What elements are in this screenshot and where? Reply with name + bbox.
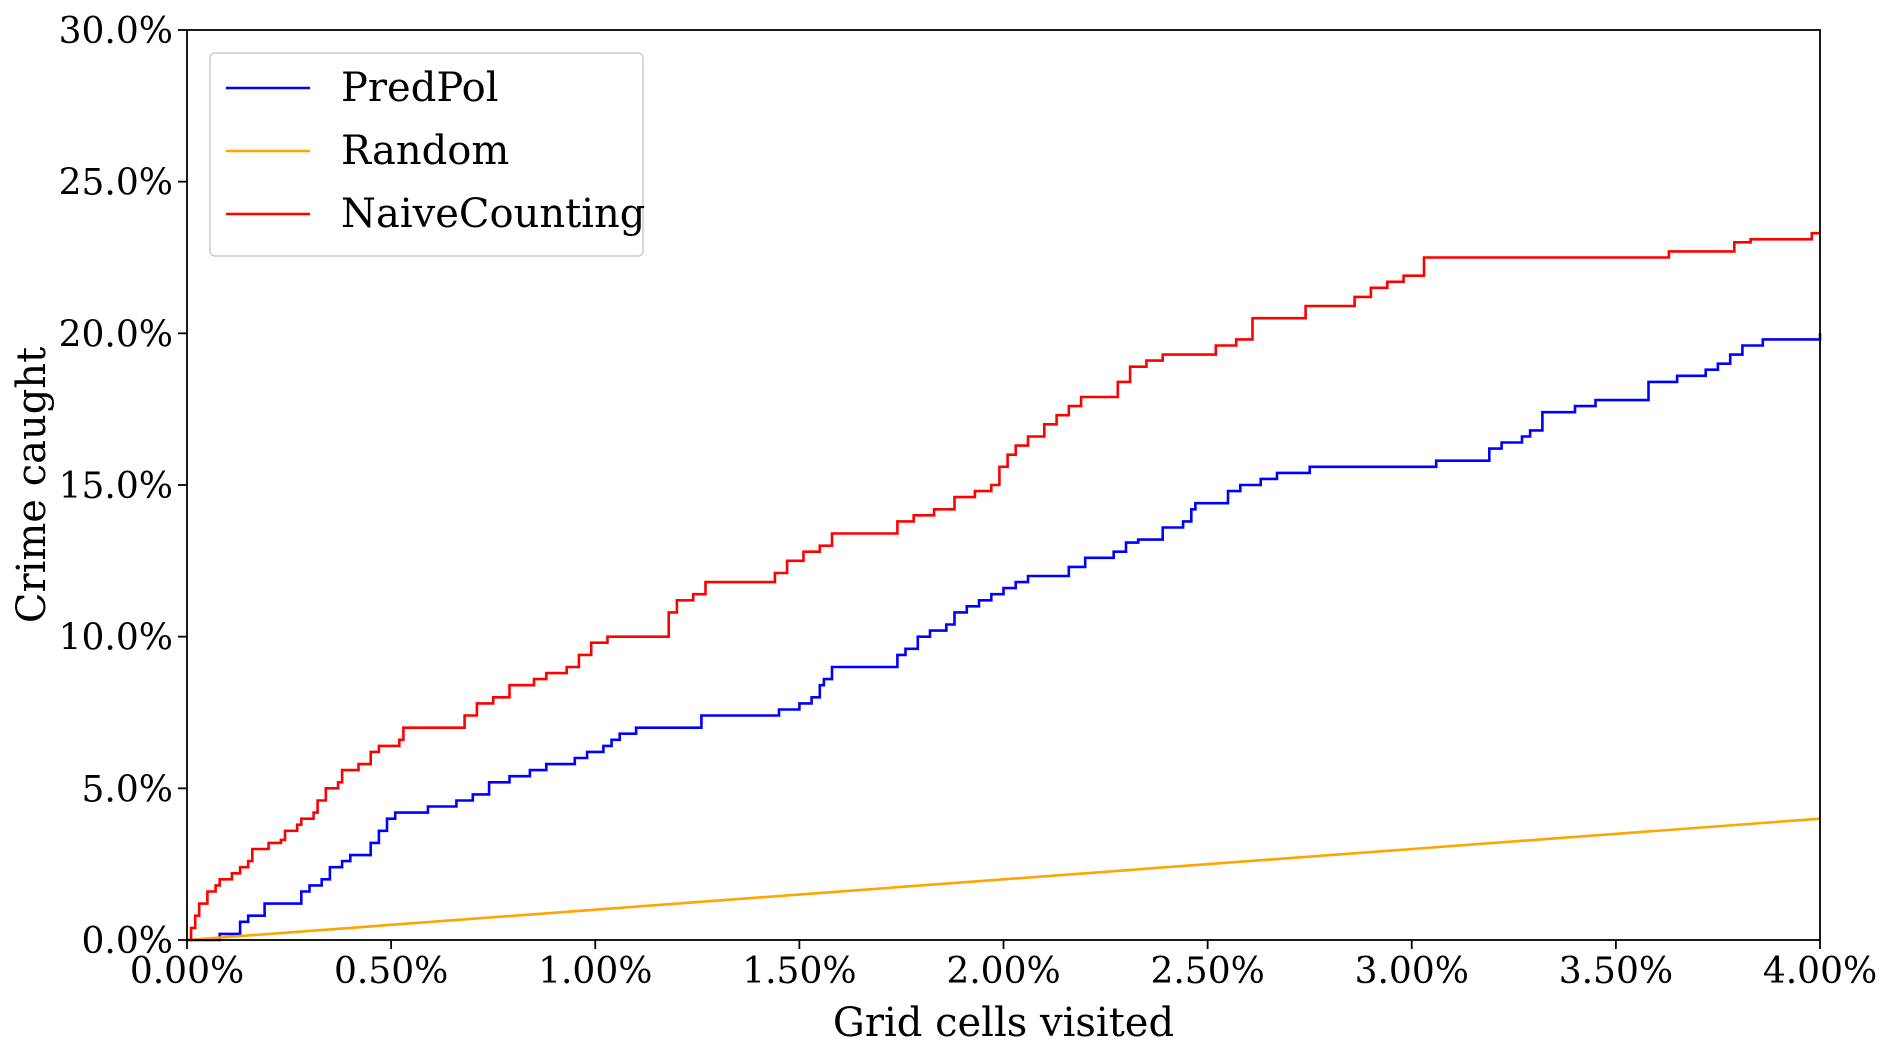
series-line-random bbox=[186, 817, 1821, 942]
legend: PredPol Random NaiveCounting bbox=[209, 52, 645, 257]
y-tick-label: 30.0% bbox=[59, 11, 173, 52]
x-tick-label: 0.00% bbox=[130, 951, 244, 992]
x-axis-label: Grid cells visited bbox=[833, 1000, 1174, 1046]
x-tick-label: 1.50% bbox=[742, 951, 856, 992]
y-axis-label: Crime caught bbox=[9, 347, 55, 623]
x-axis-ticks: 0.00% 0.50% 1.00% 1.50% 2.00% 2.50% 3.00% 3.50%… bbox=[130, 940, 1877, 992]
legend-label: Random bbox=[341, 128, 509, 174]
x-tick-label: 4.00% bbox=[1763, 951, 1877, 992]
x-tick-label: 2.50% bbox=[1150, 951, 1264, 992]
x-tick-label: 3.00% bbox=[1355, 951, 1469, 992]
x-tick-label: 1.00% bbox=[538, 951, 652, 992]
y-tick-label: 0.0% bbox=[82, 921, 173, 962]
y-tick-label: 10.0% bbox=[59, 618, 173, 659]
x-tick-label: 0.50% bbox=[334, 951, 448, 992]
y-tick-label: 20.0% bbox=[59, 314, 173, 355]
y-tick-label: 5.0% bbox=[82, 769, 173, 810]
y-tick-label: 25.0% bbox=[59, 163, 173, 204]
legend-label: NaiveCounting bbox=[341, 191, 645, 237]
legend-label: PredPol bbox=[341, 65, 498, 111]
series-line-naivecounting bbox=[187, 231, 1820, 942]
series-layer bbox=[186, 231, 1822, 942]
x-tick-label: 2.00% bbox=[946, 951, 1060, 992]
y-axis-ticks: 0.0% 5.0% 10.0% 15.0% 20.0% 25.0% 30.0% bbox=[59, 11, 187, 962]
y-tick-label: 15.0% bbox=[59, 466, 173, 507]
x-tick-label: 3.50% bbox=[1559, 951, 1673, 992]
series-line-predpol bbox=[187, 333, 1822, 942]
legend-box bbox=[209, 52, 644, 257]
